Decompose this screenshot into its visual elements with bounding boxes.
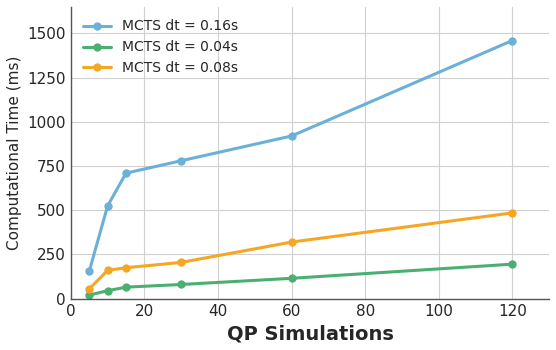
- MCTS dt = 0.08s: [288, 240, 295, 244]
- MCTS dt = 0.04s: [509, 262, 515, 266]
- MCTS dt = 0.16s: [123, 171, 130, 175]
- Line: MCTS dt = 0.08s: MCTS dt = 0.08s: [86, 209, 516, 292]
- Line: MCTS dt = 0.16s: MCTS dt = 0.16s: [86, 37, 516, 275]
- MCTS dt = 0.16s: [178, 159, 185, 163]
- MCTS dt = 0.16s: [86, 269, 93, 273]
- Line: MCTS dt = 0.04s: MCTS dt = 0.04s: [86, 261, 516, 299]
- MCTS dt = 0.08s: [123, 266, 130, 270]
- MCTS dt = 0.04s: [105, 289, 111, 293]
- MCTS dt = 0.08s: [178, 260, 185, 265]
- MCTS dt = 0.16s: [105, 204, 111, 208]
- X-axis label: QP Simulations: QP Simulations: [226, 324, 394, 343]
- MCTS dt = 0.08s: [509, 211, 515, 215]
- MCTS dt = 0.16s: [288, 134, 295, 138]
- Y-axis label: Computational Time (ms): Computational Time (ms): [7, 56, 22, 250]
- MCTS dt = 0.04s: [178, 282, 185, 287]
- MCTS dt = 0.08s: [86, 287, 93, 291]
- MCTS dt = 0.04s: [288, 276, 295, 280]
- Legend: MCTS dt = 0.16s, MCTS dt = 0.04s, MCTS dt = 0.08s: MCTS dt = 0.16s, MCTS dt = 0.04s, MCTS d…: [78, 14, 244, 81]
- MCTS dt = 0.16s: [509, 38, 515, 43]
- MCTS dt = 0.04s: [123, 285, 130, 289]
- MCTS dt = 0.08s: [105, 268, 111, 272]
- MCTS dt = 0.04s: [86, 293, 93, 297]
